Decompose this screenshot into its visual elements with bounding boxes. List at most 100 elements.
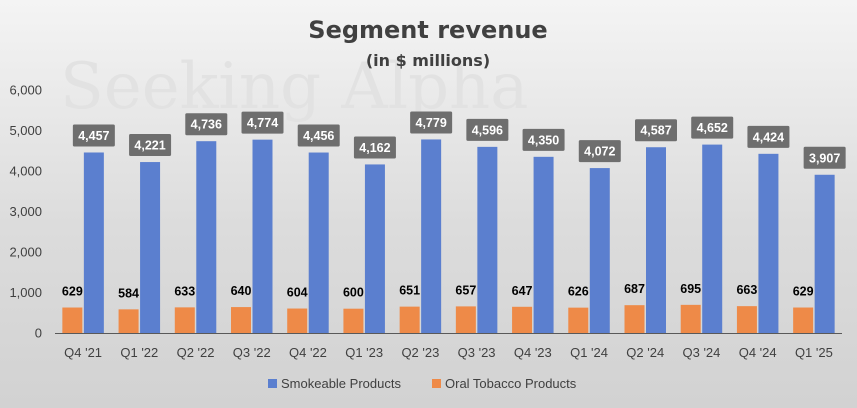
smokeable-bar — [140, 162, 161, 333]
smokeable-data-label-box — [691, 116, 734, 139]
oral-data-label: 604 — [287, 286, 308, 300]
oral-bar — [174, 307, 195, 333]
smokeable-data-label-box — [72, 124, 115, 147]
smokeable-data-label-box — [353, 136, 396, 159]
smokeable-data-label-box — [410, 111, 453, 134]
oral-data-label: 687 — [624, 282, 645, 296]
smokeable-data-label: 4,736 — [191, 118, 222, 132]
smokeable-data-label-box — [747, 125, 790, 148]
smokeable-bar — [533, 156, 554, 333]
oral-data-label: 629 — [793, 285, 814, 299]
y-tick-label: 4,000 — [9, 164, 42, 179]
smokeable-bar — [252, 139, 273, 333]
bars: 4,457 629 4,221 584 4,736 633 4,774 640 4,456 604… — [62, 111, 846, 333]
oral-data-label: 695 — [680, 282, 701, 296]
smokeable-bar — [421, 139, 442, 333]
x-tick-label: Q4 '24 — [739, 345, 777, 360]
x-tick-label: Q1 '22 — [120, 345, 158, 360]
smokeable-data-label: 4,779 — [416, 116, 447, 130]
smokeable-data-label: 4,162 — [359, 141, 390, 155]
smokeable-data-label: 3,907 — [809, 151, 840, 165]
y-tick-label: 5,000 — [9, 123, 42, 138]
oral-bar — [736, 306, 757, 333]
x-tick-label: Q2 '23 — [401, 345, 439, 360]
oral-data-label: 647 — [512, 284, 533, 298]
y-tick-label: 0 — [35, 326, 42, 341]
oral-bar — [512, 306, 533, 333]
x-axis: Q4 '21 Q1 '22 Q2 '22 Q3 '22 Q4 '22 Q1 '23 Q2 '… — [55, 333, 842, 360]
x-tick-label: Q3 '23 — [458, 345, 496, 360]
y-tick-label: 6,000 — [9, 83, 42, 98]
oral-data-label: 633 — [174, 284, 195, 298]
x-tick-label: Q3 '24 — [683, 345, 721, 360]
oral-data-label: 626 — [568, 285, 589, 299]
legend-smokeable-label: Smokeable Products — [281, 376, 401, 391]
oral-data-label: 651 — [399, 284, 420, 298]
smokeable-bar — [477, 146, 498, 333]
smokeable-data-label: 4,652 — [697, 121, 728, 135]
smokeable-data-label: 4,456 — [303, 129, 334, 143]
smokeable-data-label-box — [129, 134, 172, 157]
oral-data-label: 657 — [455, 283, 476, 297]
smokeable-bar — [589, 168, 610, 333]
smokeable-data-label: 4,587 — [640, 124, 671, 138]
x-tick-label: Q4 '23 — [514, 345, 552, 360]
x-tick-label: Q4 '22 — [289, 345, 327, 360]
y-tick-label: 1,000 — [9, 285, 42, 300]
legend: Smokeable Products Oral Tobacco Products — [268, 376, 577, 391]
smokeable-bar — [196, 141, 217, 333]
smokeable-data-label: 4,350 — [528, 133, 559, 147]
oral-data-label: 629 — [62, 285, 83, 299]
smokeable-data-label-box — [803, 146, 846, 169]
smokeable-data-label-box — [185, 113, 228, 136]
y-tick-label: 3,000 — [9, 204, 42, 219]
x-tick-label: Q3 '22 — [233, 345, 271, 360]
smokeable-bar — [758, 153, 779, 333]
oral-bar — [793, 307, 814, 333]
chart-title: Segment revenue — [308, 16, 547, 44]
smokeable-data-label-box — [241, 111, 284, 134]
x-tick-label: Q1 '25 — [795, 345, 833, 360]
oral-bar — [568, 307, 589, 333]
oral-data-label: 640 — [231, 284, 252, 298]
smokeable-data-label: 4,774 — [247, 116, 278, 130]
oral-bar — [343, 308, 364, 333]
smokeable-bar — [308, 152, 329, 333]
smokeable-bar — [814, 174, 835, 333]
smokeable-bar — [702, 144, 723, 333]
oral-bar — [455, 306, 476, 333]
smokeable-data-label: 4,457 — [78, 129, 109, 143]
x-tick-label: Q2 '22 — [177, 345, 215, 360]
oral-data-label: 584 — [118, 286, 139, 300]
legend-oral-label: Oral Tobacco Products — [445, 376, 577, 391]
oral-bar — [287, 308, 308, 333]
smokeable-data-label-box — [466, 118, 509, 141]
oral-bar — [399, 306, 420, 333]
chart-subtitle: (in $ millions) — [366, 51, 490, 70]
x-tick-label: Q1 '24 — [570, 345, 608, 360]
x-tick-label: Q1 '23 — [345, 345, 383, 360]
oral-bar — [118, 309, 139, 333]
x-tick-label: Q4 '21 — [64, 345, 102, 360]
oral-data-label: 663 — [736, 283, 757, 297]
smokeable-bar — [83, 152, 104, 333]
smokeable-data-label: 4,424 — [753, 130, 784, 144]
smokeable-data-label: 4,072 — [584, 145, 615, 159]
oral-data-label: 600 — [343, 286, 364, 300]
x-tick-label: Q2 '24 — [626, 345, 664, 360]
y-axis: 0 1,000 2,000 3,000 4,000 5,000 6,000 — [9, 83, 42, 341]
y-tick-label: 2,000 — [9, 245, 42, 260]
smokeable-bar — [646, 147, 666, 333]
smokeable-data-label-box — [635, 119, 677, 142]
oral-bar — [680, 304, 701, 333]
smokeable-bar — [364, 164, 385, 333]
smokeable-data-label-box — [297, 124, 340, 147]
legend-oral-swatch — [432, 379, 441, 388]
oral-bar — [624, 305, 645, 333]
smokeable-data-label-box — [522, 128, 565, 151]
legend-smokeable-swatch — [268, 379, 277, 388]
oral-bar — [62, 307, 83, 333]
smokeable-data-label-box — [578, 140, 621, 163]
oral-bar — [231, 307, 251, 333]
